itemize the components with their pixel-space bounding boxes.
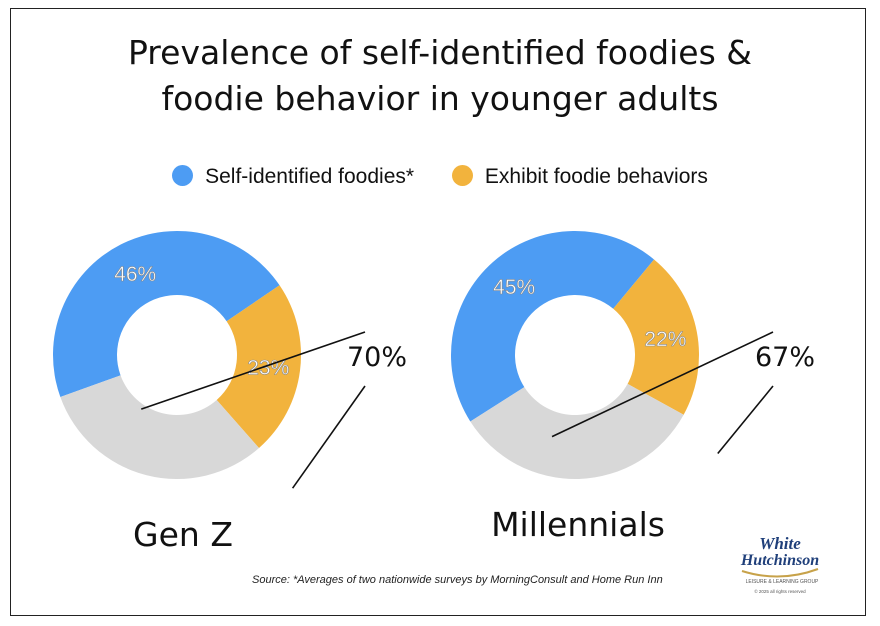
donut-label-1-0: 45% xyxy=(493,276,535,299)
legend-swatch-behaviors xyxy=(451,165,473,187)
donut-slice-0-2 xyxy=(60,375,260,479)
bracket-bottom-1 xyxy=(717,385,774,455)
legend-label-foodies: Self-identified foodies* xyxy=(205,165,415,189)
title-line-2: foodie behavior in younger adults xyxy=(161,79,719,118)
donut-label-1-1: 22% xyxy=(644,328,686,351)
chart-frame xyxy=(10,8,866,616)
title-line-1: Prevalence of self-identified foodies & xyxy=(127,33,753,72)
logo-swoosh xyxy=(741,568,819,578)
donut-slice-1-1 xyxy=(613,259,699,415)
chart-title: Prevalence of self-identified foodies & … xyxy=(0,30,880,122)
logo-copyright: © 2025 all rights reserved xyxy=(754,588,806,594)
donut-slice-0-1 xyxy=(216,285,301,449)
legend: Self-identified foodies* Exhibit foodie … xyxy=(0,165,880,189)
donut-slice-1-2 xyxy=(470,383,684,480)
total-label-0: 70% xyxy=(347,342,407,373)
donut-label-0-0: 46% xyxy=(114,263,156,286)
legend-item-behaviors: Exhibit foodie behaviors xyxy=(451,165,708,189)
white-hutchinson-logo: White Hutchinson LEISURE & LEARNING GROU… xyxy=(740,534,819,594)
bracket-bottom-0 xyxy=(291,385,366,489)
chart-caption-0: Gen Z xyxy=(133,515,233,554)
legend-swatch-foodies xyxy=(172,165,194,187)
legend-item-foodies: Self-identified foodies* xyxy=(172,165,414,189)
source-note: Source: *Averages of two nationwide surv… xyxy=(252,574,663,586)
total-label-1: 67% xyxy=(755,342,815,373)
donut-slice-1-0 xyxy=(450,230,655,422)
chart-caption-1: Millennials xyxy=(491,505,665,544)
logo-line-2: Hutchinson xyxy=(740,552,819,569)
donut-slice-0-0 xyxy=(52,231,280,398)
legend-label-behaviors: Exhibit foodie behaviors xyxy=(484,165,708,189)
bracket-top-0 xyxy=(140,331,366,410)
bracket-top-1 xyxy=(551,331,774,438)
logo-tagline: LEISURE & LEARNING GROUP xyxy=(746,579,819,585)
logo-line-1: White xyxy=(759,534,801,553)
